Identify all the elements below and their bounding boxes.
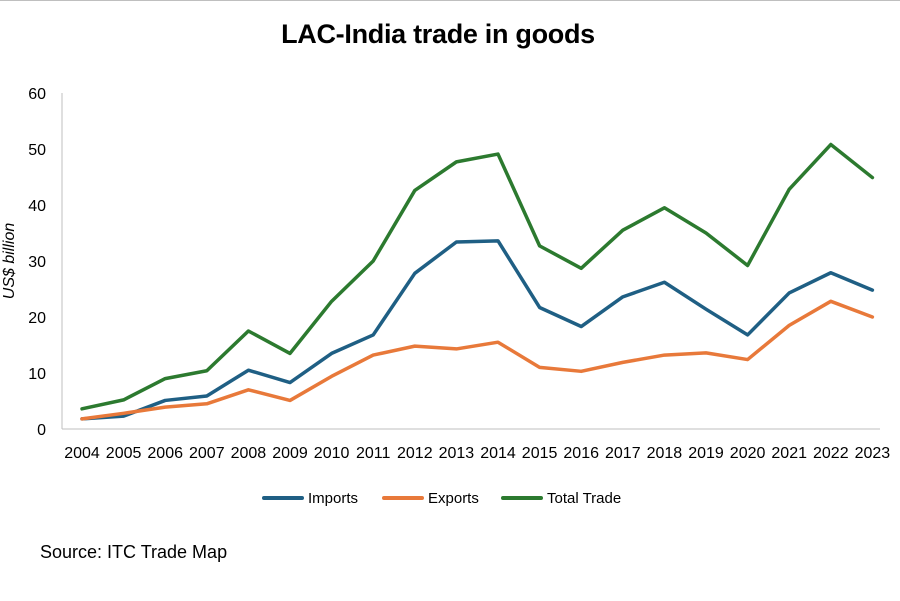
series-line-total-trade bbox=[80, 142, 875, 411]
y-tick-label: 50 bbox=[28, 142, 46, 159]
x-tick-label: 2021 bbox=[771, 445, 807, 462]
legend: Imports Exports Total Trade bbox=[262, 490, 621, 507]
y-tick-label: 0 bbox=[37, 422, 46, 439]
x-tick-label: 2013 bbox=[439, 445, 475, 462]
x-tick-label: 2011 bbox=[356, 445, 391, 462]
y-axis-label: US$ billion bbox=[1, 223, 18, 300]
x-tick-label: 2020 bbox=[730, 445, 766, 462]
y-axis: 0 10 20 30 40 50 60 bbox=[28, 86, 63, 439]
x-tick-label: 2019 bbox=[688, 445, 724, 462]
chart-title: LAC-India trade in goods bbox=[281, 19, 595, 49]
x-tick-label: 2009 bbox=[272, 445, 308, 462]
x-tick-label: 2022 bbox=[813, 445, 849, 462]
x-tick-label: 2023 bbox=[855, 445, 891, 462]
legend-label: Total Trade bbox=[547, 490, 621, 507]
y-tick-label: 10 bbox=[28, 366, 46, 383]
x-tick-label: 2012 bbox=[397, 445, 433, 462]
series-line-exports bbox=[80, 299, 875, 421]
y-tick-label: 20 bbox=[28, 310, 46, 327]
y-tick-label: 30 bbox=[28, 254, 46, 271]
x-tick-label: 2007 bbox=[189, 445, 225, 462]
series-line-imports bbox=[80, 239, 875, 421]
x-axis: 2004 2005 2006 2007 2008 2009 2010 2011 2012 2013… bbox=[62, 428, 891, 462]
x-tick-label: 2006 bbox=[147, 445, 183, 462]
legend-label: Exports bbox=[428, 490, 479, 507]
x-tick-label: 2005 bbox=[106, 445, 142, 462]
x-tick-label: 2017 bbox=[605, 445, 641, 462]
x-tick-label: 2008 bbox=[231, 445, 267, 462]
x-tick-label: 2004 bbox=[64, 445, 100, 462]
x-tick-label: 2018 bbox=[647, 445, 683, 462]
x-tick-label: 2015 bbox=[522, 445, 558, 462]
series-group bbox=[80, 142, 875, 421]
y-tick-label: 40 bbox=[28, 198, 46, 215]
x-tick-label: 2016 bbox=[563, 445, 599, 462]
x-tick-label: 2010 bbox=[314, 445, 350, 462]
source-note: Source: ITC Trade Map bbox=[40, 542, 228, 562]
y-tick-label: 60 bbox=[28, 86, 46, 103]
legend-label: Imports bbox=[308, 490, 358, 507]
x-tick-label: 2014 bbox=[480, 445, 516, 462]
